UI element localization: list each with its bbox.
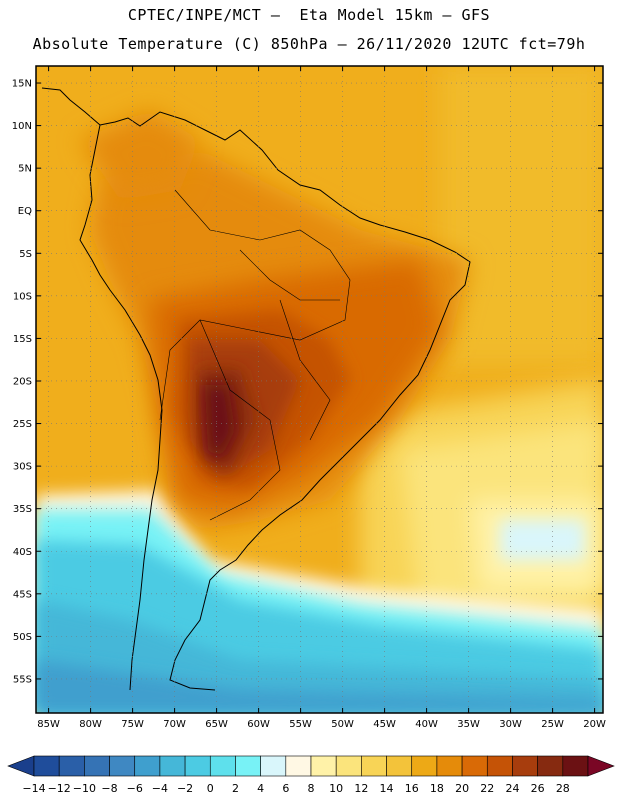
lat-label: 5N bbox=[18, 164, 32, 175]
country-borders bbox=[159, 189, 351, 521]
colorbar-label: 8 bbox=[308, 782, 315, 795]
colorbar-label: −8 bbox=[101, 782, 117, 795]
lat-lon-grid bbox=[36, 66, 603, 713]
colorbar-label: 14 bbox=[380, 782, 394, 795]
colorbar-label: 18 bbox=[430, 782, 444, 795]
lon-label: 20W bbox=[583, 719, 606, 730]
colorbar-label: −12 bbox=[48, 782, 71, 795]
colorbar-swatch bbox=[486, 755, 513, 777]
lat-label: 30S bbox=[13, 462, 32, 473]
colorbar bbox=[7, 755, 615, 777]
colorbar-swatch bbox=[58, 755, 85, 777]
lat-label: 45S bbox=[13, 589, 32, 600]
lon-label: 60W bbox=[247, 719, 270, 730]
lon-label: 75W bbox=[121, 719, 144, 730]
colorbar-label: 20 bbox=[455, 782, 469, 795]
lat-label: 20S bbox=[13, 376, 32, 387]
colorbar-arrow-low bbox=[7, 755, 35, 777]
colorbar-swatch bbox=[109, 755, 136, 777]
colorbar-label: 22 bbox=[480, 782, 494, 795]
coastline bbox=[41, 87, 471, 691]
lon-label: 65W bbox=[205, 719, 228, 730]
colorbar-swatch bbox=[562, 755, 589, 777]
colorbar-label: −14 bbox=[22, 782, 45, 795]
lon-label: 85W bbox=[37, 719, 60, 730]
colorbar-swatch bbox=[159, 755, 186, 777]
colorbar-swatch bbox=[512, 755, 538, 777]
lon-label: 25W bbox=[541, 719, 564, 730]
chart-title: CPTEC/INPE/MCT – Eta Model 15km – GFS bbox=[127, 6, 491, 24]
lon-label: 50W bbox=[331, 719, 354, 730]
lat-label: 10S bbox=[13, 291, 32, 302]
chart-subtitle: Absolute Temperature (C) 850hPa – 26/11/… bbox=[32, 35, 586, 53]
lat-label: 50S bbox=[13, 632, 32, 643]
lon-label: 80W bbox=[79, 719, 102, 730]
colorbar-label: 16 bbox=[405, 782, 419, 795]
colorbar-swatch bbox=[184, 755, 211, 777]
colorbar-swatch bbox=[386, 755, 413, 777]
colorbar-label: 26 bbox=[531, 782, 545, 795]
lon-label: 30W bbox=[499, 719, 522, 730]
colorbar-label: 2 bbox=[232, 782, 239, 795]
lat-label: 40S bbox=[13, 547, 32, 558]
colorbar-swatch bbox=[461, 755, 488, 777]
lat-label: EQ bbox=[18, 206, 32, 217]
lon-label: 40W bbox=[415, 719, 438, 730]
colorbar-swatch bbox=[134, 755, 161, 777]
lat-label: 15N bbox=[12, 79, 32, 90]
lat-label: 55S bbox=[13, 674, 32, 685]
colorbar-label: −6 bbox=[127, 782, 143, 795]
colorbar-label: 4 bbox=[257, 782, 264, 795]
colorbar-swatch bbox=[537, 755, 564, 777]
colorbar-label: 6 bbox=[282, 782, 289, 795]
colorbar-label: 10 bbox=[329, 782, 343, 795]
lat-label: 10N bbox=[12, 121, 32, 132]
lat-label: 35S bbox=[13, 504, 32, 515]
colorbar-swatch bbox=[209, 755, 236, 777]
colorbar-swatch bbox=[260, 755, 287, 777]
colorbar-swatch bbox=[33, 755, 60, 777]
lon-label: 55W bbox=[289, 719, 312, 730]
colorbar-label: −2 bbox=[177, 782, 193, 795]
colorbar-label: −4 bbox=[152, 782, 168, 795]
colorbar-swatch bbox=[335, 755, 362, 777]
colorbar-label: 28 bbox=[556, 782, 570, 795]
lon-label: 70W bbox=[163, 719, 186, 730]
latitude-labels: 15N 10N 5N EQ 5S 10S 15S 20S 25S 30S 35S 40S 45S 50S 5… bbox=[12, 79, 32, 686]
lat-label: 25S bbox=[13, 419, 32, 430]
lat-label: 15S bbox=[13, 334, 32, 345]
colorbar-swatch bbox=[436, 755, 463, 777]
colorbar-swatch bbox=[235, 755, 261, 777]
colorbar-swatch bbox=[361, 755, 387, 777]
colorbar-label: 12 bbox=[354, 782, 368, 795]
temperature-field bbox=[36, 66, 603, 713]
colorbar-swatch bbox=[411, 755, 438, 777]
map-frame bbox=[35, 65, 604, 714]
colorbar-label: 0 bbox=[207, 782, 214, 795]
colorbar-label: −10 bbox=[73, 782, 96, 795]
lon-label: 35W bbox=[457, 719, 480, 730]
colorbar-label: 24 bbox=[505, 782, 519, 795]
colorbar-swatch bbox=[310, 755, 337, 777]
colorbar-labels: −14 −12 −10 −8 −6 −4 −2 0 2 4 6 8 10 12 14 16 18 20 22 24 26… bbox=[22, 782, 569, 795]
colorbar-arrow-high bbox=[587, 755, 615, 777]
lon-label: 45W bbox=[373, 719, 396, 730]
longitude-labels: 85W 80W 75W 70W 65W 60W 55W 50W 45W 40W 35W 30W 25W 2… bbox=[37, 719, 606, 730]
colorbar-swatch bbox=[84, 755, 110, 777]
colorbar-swatch bbox=[285, 755, 312, 777]
lat-label: 5S bbox=[19, 249, 32, 260]
